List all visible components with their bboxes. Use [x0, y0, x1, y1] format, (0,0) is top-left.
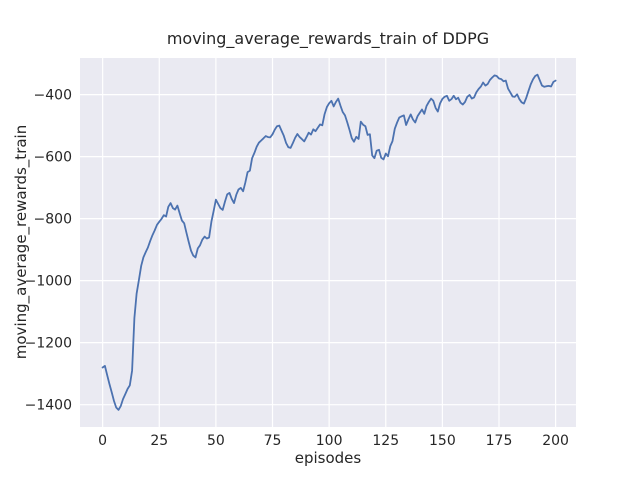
- x-tick-label: 75: [264, 433, 282, 449]
- chart-title: moving_average_rewards_train of DDPG: [166, 29, 490, 48]
- x-tick-label: 100: [316, 433, 343, 449]
- y-tick-label: −600: [34, 150, 72, 166]
- x-axis-label: episodes: [294, 449, 362, 467]
- x-tick-label: 150: [429, 433, 456, 449]
- x-tick-label: 0: [98, 433, 107, 449]
- y-tick-label: −1200: [25, 336, 72, 352]
- x-tick-label: 25: [150, 433, 168, 449]
- y-tick-label: −400: [34, 88, 72, 104]
- x-tick-label: 175: [486, 433, 513, 449]
- x-tick-label: 125: [372, 433, 399, 449]
- series-line: [101, 73, 557, 411]
- y-tick-label: −800: [34, 212, 72, 228]
- plot-area: [80, 58, 576, 427]
- x-tick-label: 200: [542, 433, 569, 449]
- x-tick-label: 50: [207, 433, 225, 449]
- y-axis-label: moving_average_rewards_train: [12, 124, 30, 360]
- y-tick-label: −1400: [25, 398, 72, 414]
- y-tick-label: −1000: [25, 274, 72, 290]
